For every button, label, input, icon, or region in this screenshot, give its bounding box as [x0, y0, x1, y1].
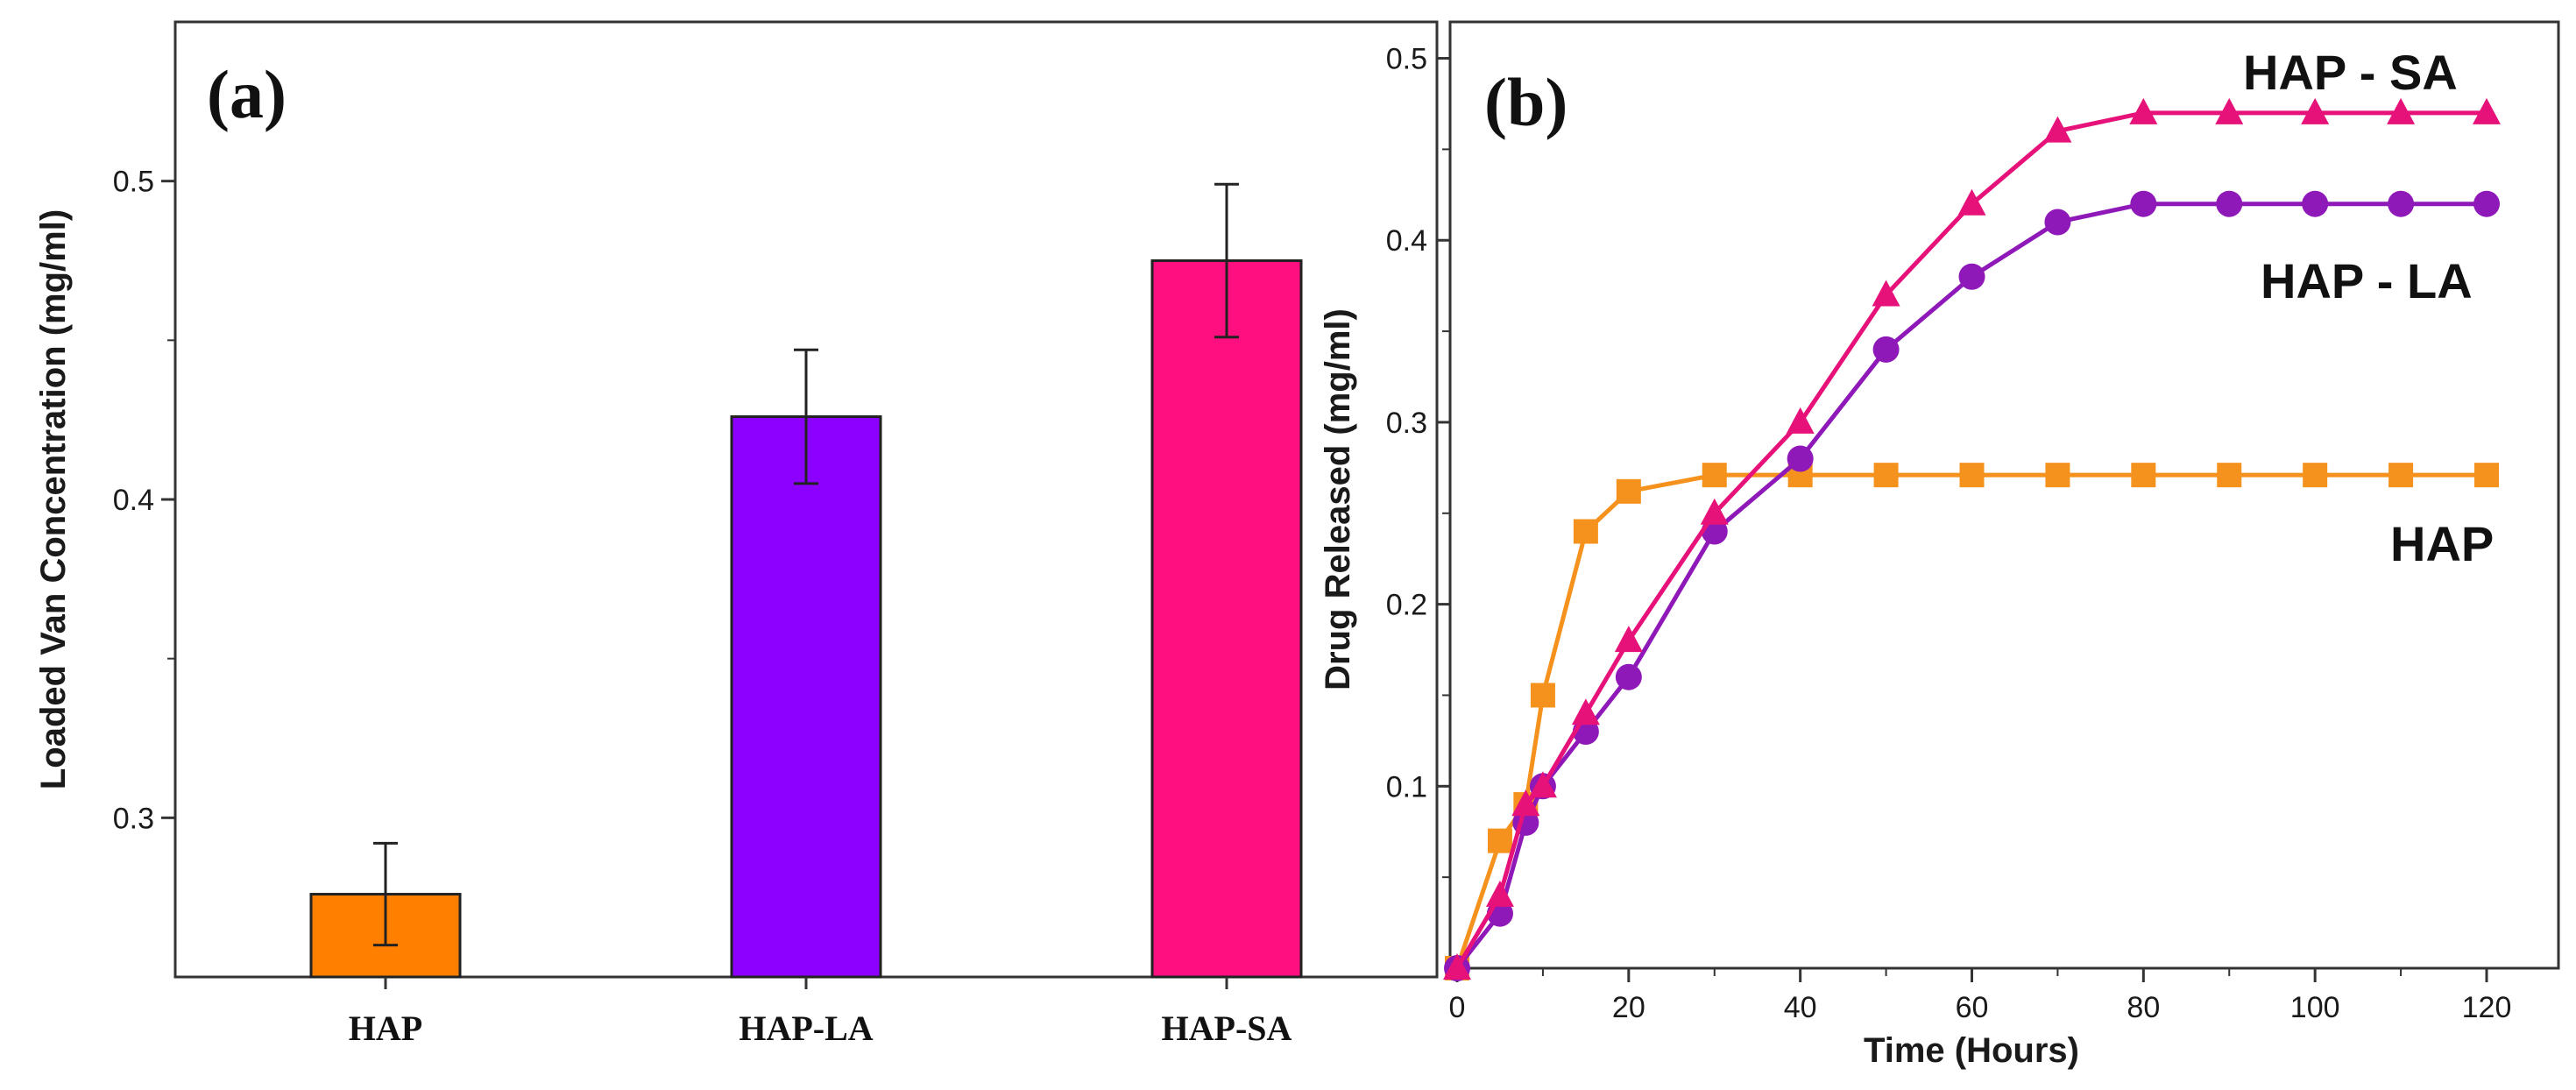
data-point-hap	[1487, 828, 1512, 853]
data-point-hap-la	[1958, 263, 1985, 290]
data-point-hap-la	[2130, 190, 2157, 217]
x-tick-label: 40	[1784, 991, 1817, 1024]
data-point-hap-sa	[1872, 280, 1900, 307]
y-tick-label: 0.5	[113, 166, 154, 199]
data-point-hap	[2131, 463, 2156, 488]
y-tick-label: 0.1	[1386, 770, 1427, 803]
y-tick-label: 0.4	[1386, 224, 1427, 258]
data-point-hap	[1873, 463, 1899, 488]
data-point-hap-la	[2044, 209, 2071, 236]
data-point-hap-sa	[1614, 626, 1643, 653]
y-tick-label: 0.3	[1386, 407, 1427, 440]
series-label-hap-la: HAP - LA	[2261, 253, 2473, 308]
data-point-hap	[2045, 463, 2070, 488]
x-tick-label: 20	[1612, 991, 1645, 1024]
data-point-hap-sa	[2473, 97, 2501, 124]
data-point-hap	[1959, 463, 1985, 488]
data-point-hap-sa	[2129, 97, 2158, 124]
data-point-hap-sa	[1443, 953, 1471, 980]
data-point-hap-la	[2388, 190, 2415, 217]
x-tick-label: 80	[2127, 991, 2160, 1024]
data-point-hap-la	[1787, 445, 1814, 472]
data-point-hap	[1616, 478, 1641, 504]
data-point-hap-sa	[1571, 698, 1600, 725]
y-tick-label: 0.2	[1386, 589, 1427, 622]
panel-b-plot-frame	[1448, 20, 2560, 970]
data-point-hap-la	[2473, 190, 2500, 217]
data-point-hap-sa	[1786, 407, 1815, 434]
series-line-hap	[1454, 472, 2487, 969]
panel-a-y-axis-title: Loaded Van Concentration (mg/ml)	[34, 209, 73, 789]
y-tick-label: 0.4	[113, 484, 154, 517]
data-point-hap-la	[2216, 190, 2243, 217]
series-line-hap-la	[1455, 202, 2487, 970]
data-point-hap	[2474, 463, 2499, 488]
data-point-hap-la	[1615, 663, 1642, 690]
data-point-hap-sa	[2301, 97, 2330, 124]
x-category-label: HAP-LA	[739, 1009, 873, 1048]
data-point-hap-sa	[2043, 116, 2072, 143]
data-point-hap-sa	[1528, 771, 1557, 798]
data-point-hap-sa	[1511, 789, 1540, 817]
data-point-hap-sa	[2387, 97, 2416, 124]
data-point-hap	[1573, 519, 1598, 544]
data-point-hap-la	[1872, 336, 1900, 363]
data-point-hap-sa	[2215, 97, 2244, 124]
series-line-hap-sa	[1454, 110, 2487, 970]
series-label-hap-sa: HAP - SA	[2243, 45, 2458, 100]
bar-hap-sa	[1150, 259, 1303, 979]
x-tick-label: 0	[1449, 991, 1466, 1024]
data-point-hap	[2217, 463, 2242, 488]
series-label-hap: HAP	[2390, 516, 2494, 571]
data-point-hap	[2388, 463, 2414, 488]
x-category-label: HAP-SA	[1162, 1009, 1292, 1048]
x-tick-label: 100	[2290, 991, 2340, 1024]
data-point-hap-sa	[1700, 498, 1729, 525]
data-point-hap-la	[2302, 190, 2329, 217]
y-tick-label: 0.3	[113, 802, 154, 835]
panel-b-line-chart: 0.1 0.2 0.3 0.4 0.5 0 20 40 60 80 100 120 (b) Drug…	[1319, 20, 2560, 1070]
x-tick-label: 120	[2462, 991, 2512, 1024]
x-category-label: HAP	[349, 1009, 422, 1048]
data-point-hap-sa	[1957, 188, 1986, 216]
panel-b-y-axis-title: Drug Released (mg/ml)	[1319, 308, 1357, 690]
bar-hap-la	[730, 415, 882, 979]
y-tick-label: 0.5	[1386, 43, 1427, 76]
data-point-hap	[1530, 683, 1555, 708]
data-point-hap-sa	[1485, 880, 1514, 907]
panel-b-label: (b)	[1484, 64, 1568, 140]
panel-a-bar-chart: 0.3 0.4 0.5 HAP HAP-LA HAP-SA (a) Loaded Van…	[34, 20, 1439, 1048]
panel-a-label: (a)	[207, 56, 287, 132]
data-point-hap	[2303, 463, 2328, 488]
x-tick-label: 60	[1956, 991, 1989, 1024]
data-point-hap	[1702, 463, 1727, 488]
panel-b-x-axis-title: Time (Hours)	[1864, 1031, 2079, 1070]
